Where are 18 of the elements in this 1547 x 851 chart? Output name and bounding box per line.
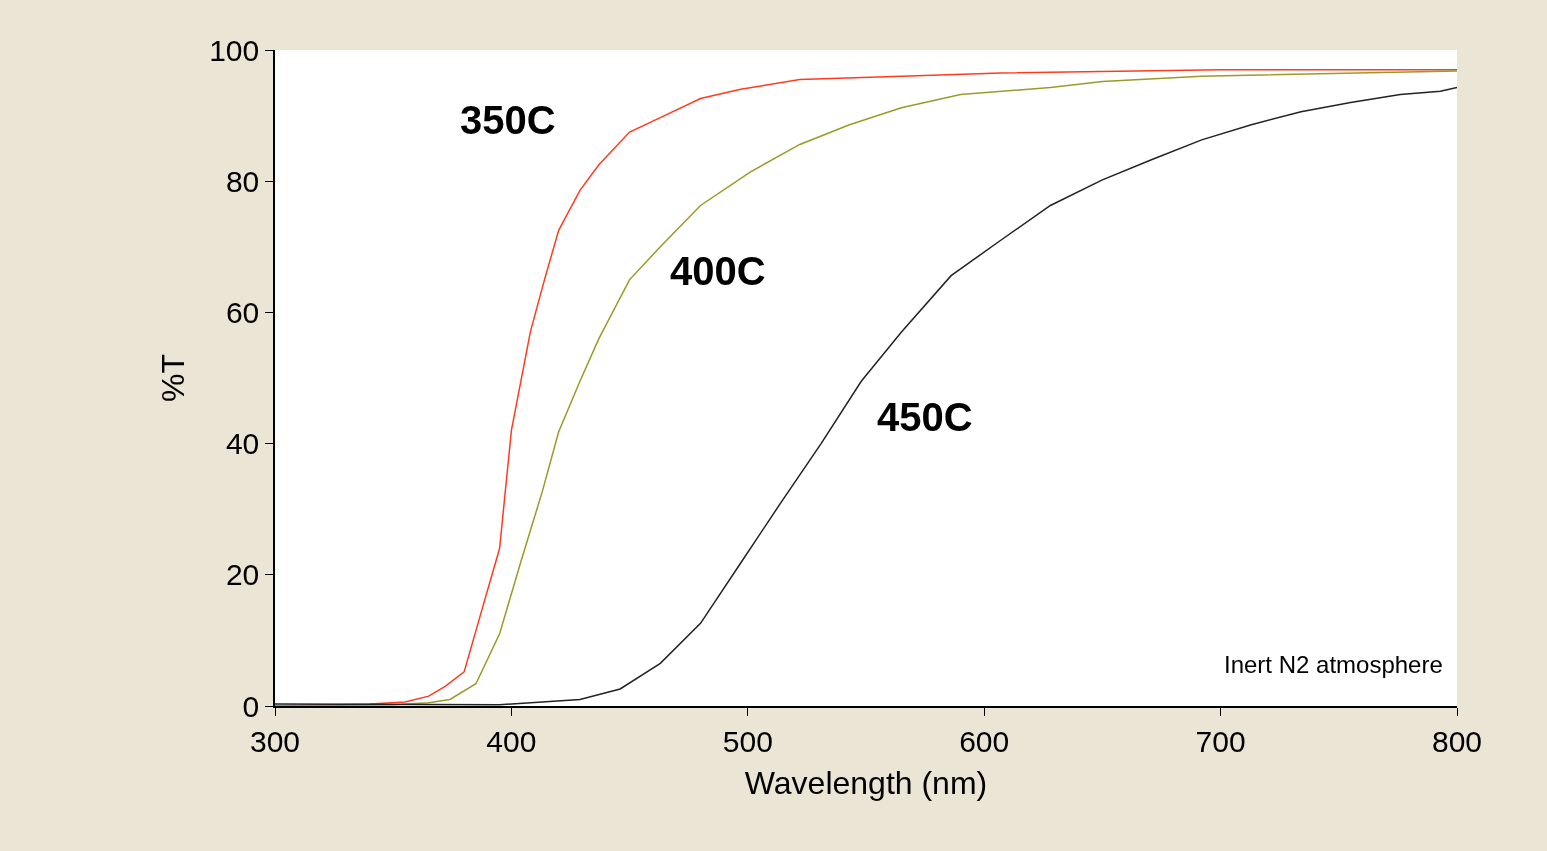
x-tick-label: 400 [486, 724, 537, 758]
x-tick-label: 800 [1431, 724, 1483, 758]
y-tick-label: 20 [225, 558, 260, 592]
x-axis-title: Wavelength (nm) [744, 765, 988, 802]
annotation: Inert N2 atmosphere [1224, 651, 1443, 678]
y-tick-label: 60 [225, 295, 260, 329]
x-tick-label: 500 [722, 724, 773, 758]
x-tick-label: 700 [1195, 724, 1246, 758]
y-tick-label: 80 [225, 164, 260, 198]
series-label: 400C [670, 249, 766, 293]
series-label: 450C [877, 395, 973, 439]
series-label: 350C [460, 98, 556, 142]
y-axis-title: %T [154, 354, 191, 402]
y-tick-label: 40 [225, 427, 260, 461]
y-tick-label: 0 [242, 689, 260, 723]
y-tick-label: 100 [209, 33, 260, 67]
x-tick-label: 600 [959, 724, 1010, 758]
x-tick-label: 300 [249, 724, 301, 758]
